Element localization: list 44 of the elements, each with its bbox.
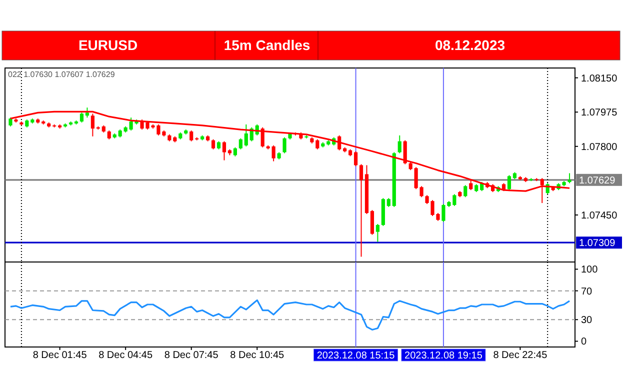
x-tick-label: 8 Dec 22:45 <box>493 350 548 361</box>
candlestick <box>354 150 358 167</box>
chart-subtitle: 15m Candles <box>224 37 310 53</box>
x-tick-label: 8 Dec 07:45 <box>164 350 219 361</box>
x-tick-label: 8 Dec 10:45 <box>230 350 285 361</box>
candlestick <box>464 184 468 198</box>
candlestick <box>316 138 320 150</box>
candlestick <box>282 136 286 154</box>
line-series <box>10 299 570 331</box>
candlestick <box>260 126 264 148</box>
candlestick <box>211 138 216 150</box>
y-tick-label: 1.08150 <box>581 73 618 84</box>
annotation: 022 1.07630 1.07607 1.07629 <box>8 70 116 79</box>
candlestick <box>244 124 248 147</box>
y-tick-label: 1.07450 <box>581 210 618 222</box>
text: 08.12.2023 <box>434 37 506 53</box>
x-tick-label: 8 Dec 01:45 <box>32 350 88 361</box>
candlestick <box>80 112 84 123</box>
ref-line-label: 1.07309 <box>579 238 616 250</box>
candlestick <box>359 164 364 258</box>
candlestick <box>222 140 226 161</box>
candlestick <box>507 174 512 191</box>
ref-line-label: 2023.12.08 15:15 <box>316 350 396 362</box>
y-tick-label: 30 <box>581 315 593 326</box>
candlestick <box>190 130 194 142</box>
candlestick <box>568 172 572 184</box>
candlestick <box>233 146 237 157</box>
chart-title: EURUSD <box>78 37 138 53</box>
y-tick-label: 100 <box>581 264 598 276</box>
x-tick-label: 8 Dec 04:45 <box>98 350 153 361</box>
y-tick-label: 1.07800 <box>581 142 618 153</box>
candlestick <box>238 138 242 150</box>
candlestick <box>452 194 456 206</box>
candlestick <box>376 223 380 242</box>
ref-line-label: 1.07629 <box>579 175 616 186</box>
ref-line-label: 2023.12.08 19:15 <box>404 350 483 362</box>
candlestick <box>85 107 90 118</box>
candlestick <box>398 134 402 154</box>
candlestick <box>272 144 276 162</box>
candlestick <box>90 113 94 137</box>
y-tick-label: 0 <box>581 336 587 348</box>
y-tick-label: 1.07975 <box>581 108 618 119</box>
candlestick <box>370 210 374 236</box>
y-tick-label: 70 <box>581 286 593 298</box>
